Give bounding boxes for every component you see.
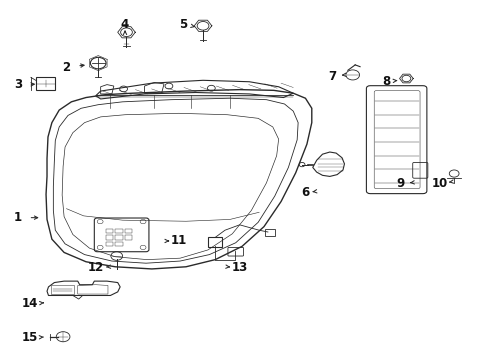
Text: 3: 3 — [14, 78, 22, 91]
Text: 7: 7 — [327, 69, 336, 82]
Text: 4: 4 — [121, 18, 129, 31]
Text: 10: 10 — [430, 177, 447, 190]
Text: 2: 2 — [62, 60, 70, 73]
Text: 6: 6 — [301, 186, 309, 199]
Text: 12: 12 — [87, 261, 103, 274]
Text: 1: 1 — [14, 211, 22, 224]
Text: 14: 14 — [22, 297, 38, 310]
Text: 9: 9 — [396, 177, 404, 190]
Text: 8: 8 — [381, 75, 389, 88]
Text: 5: 5 — [179, 18, 187, 31]
Text: 15: 15 — [22, 331, 38, 344]
Text: 11: 11 — [170, 234, 186, 247]
Text: 13: 13 — [231, 261, 247, 274]
